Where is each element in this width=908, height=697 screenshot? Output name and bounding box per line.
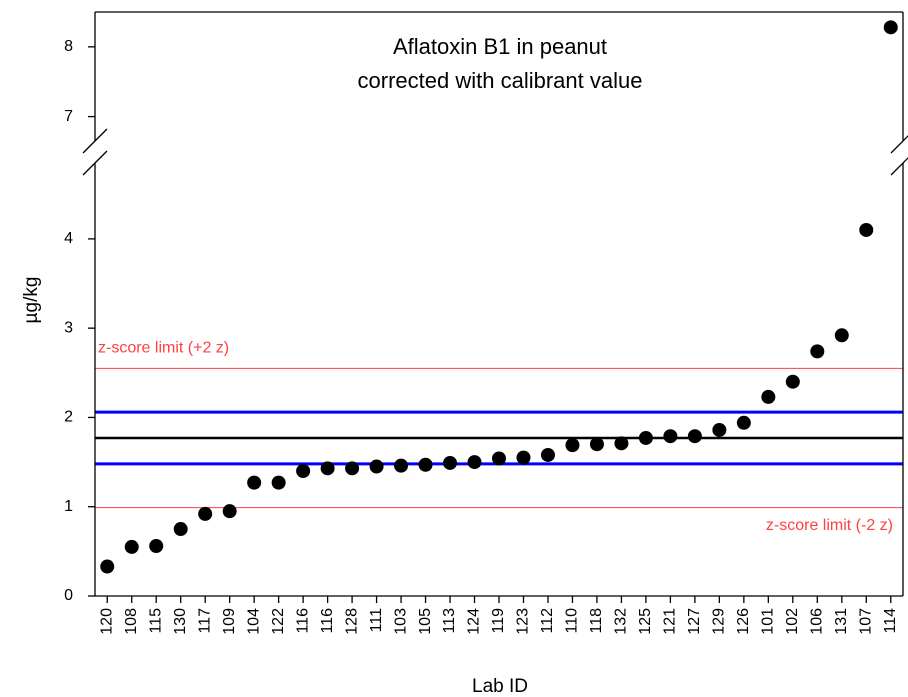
- point: [761, 389, 776, 404]
- point: [149, 539, 164, 554]
- x-tick-label: 113: [441, 608, 458, 634]
- x-tick-label: 106: [809, 608, 826, 635]
- x-tick-label: 114: [882, 608, 899, 634]
- x-tick-label: 118: [588, 608, 605, 634]
- axis-break: [82, 150, 108, 176]
- y-tick-label: 2: [64, 409, 73, 426]
- point: [516, 450, 531, 465]
- point: [222, 504, 237, 519]
- point: [100, 559, 115, 574]
- point: [124, 539, 139, 554]
- point: [663, 429, 678, 444]
- point: [712, 422, 727, 437]
- x-tick-label: 110: [564, 608, 581, 634]
- y-tick-label: 0: [64, 587, 73, 604]
- x-tick-label: 116: [294, 608, 311, 634]
- y-tick-label: 7: [64, 108, 73, 125]
- x-tick-label: 105: [417, 608, 434, 635]
- x-tick-label: 111: [368, 608, 385, 632]
- x-tick-label: 107: [857, 608, 874, 635]
- x-tick-label: 117: [196, 608, 213, 634]
- x-axis-title: Lab ID: [472, 676, 528, 697]
- point: [540, 447, 555, 462]
- point: [320, 461, 335, 476]
- x-tick-label: 127: [686, 608, 703, 635]
- x-tick-label: 102: [784, 608, 801, 635]
- point: [271, 475, 286, 490]
- x-tick-label: 119: [490, 608, 507, 634]
- x-tick-label: 125: [637, 608, 654, 635]
- point: [736, 415, 751, 430]
- point: [173, 522, 188, 537]
- x-tick-label: 109: [221, 608, 238, 635]
- point: [418, 457, 433, 472]
- y-tick-label: 1: [64, 498, 73, 515]
- x-tick-label: 115: [147, 608, 164, 634]
- reference-label: z-score limit (+2 z): [98, 340, 229, 357]
- point: [810, 344, 825, 359]
- x-tick-label: 131: [833, 608, 850, 635]
- x-tick-label: 103: [392, 608, 409, 635]
- point: [859, 222, 874, 237]
- point: [296, 464, 311, 479]
- point: [687, 429, 702, 444]
- x-tick-label: 108: [123, 608, 140, 635]
- point: [443, 455, 458, 470]
- point: [883, 20, 898, 35]
- point: [247, 475, 262, 490]
- point: [492, 451, 506, 466]
- point: [785, 374, 800, 389]
- y-tick-label: 3: [64, 319, 73, 336]
- x-tick-label: 126: [735, 608, 752, 635]
- axis-break: [890, 135, 908, 154]
- y-tick-label: 8: [64, 38, 73, 55]
- y-axis-title: µg/kg: [21, 277, 42, 324]
- axis-break: [82, 128, 108, 154]
- x-tick-label: 132: [613, 608, 630, 635]
- chart-title: Aflatoxin B1 in peanut: [393, 34, 607, 59]
- point: [198, 506, 213, 521]
- x-tick-label: 128: [343, 608, 360, 635]
- x-tick-label: 124: [466, 608, 483, 635]
- x-tick-label: 121: [662, 608, 679, 635]
- chart-subtitle: corrected with calibrant value: [358, 68, 643, 93]
- x-tick-label: 112: [539, 608, 556, 634]
- point: [369, 459, 384, 474]
- reference-label: z-score limit (-2 z): [766, 517, 893, 534]
- x-tick-label: 122: [270, 608, 287, 635]
- x-tick-label: 104: [245, 608, 262, 635]
- point: [565, 438, 580, 453]
- axis-break: [890, 157, 908, 176]
- x-tick-label: 116: [319, 608, 336, 634]
- point: [394, 458, 409, 473]
- point: [467, 455, 482, 470]
- point: [345, 461, 360, 476]
- x-tick-label: 120: [98, 608, 115, 635]
- x-tick-label: 101: [760, 608, 777, 635]
- point: [614, 436, 629, 451]
- point: [589, 437, 604, 452]
- x-tick-label: 130: [172, 608, 189, 635]
- x-tick-label: 129: [711, 608, 728, 635]
- y-tick-label: 4: [64, 230, 73, 247]
- point: [638, 430, 653, 445]
- point: [834, 328, 849, 343]
- x-tick-label: 123: [515, 608, 532, 635]
